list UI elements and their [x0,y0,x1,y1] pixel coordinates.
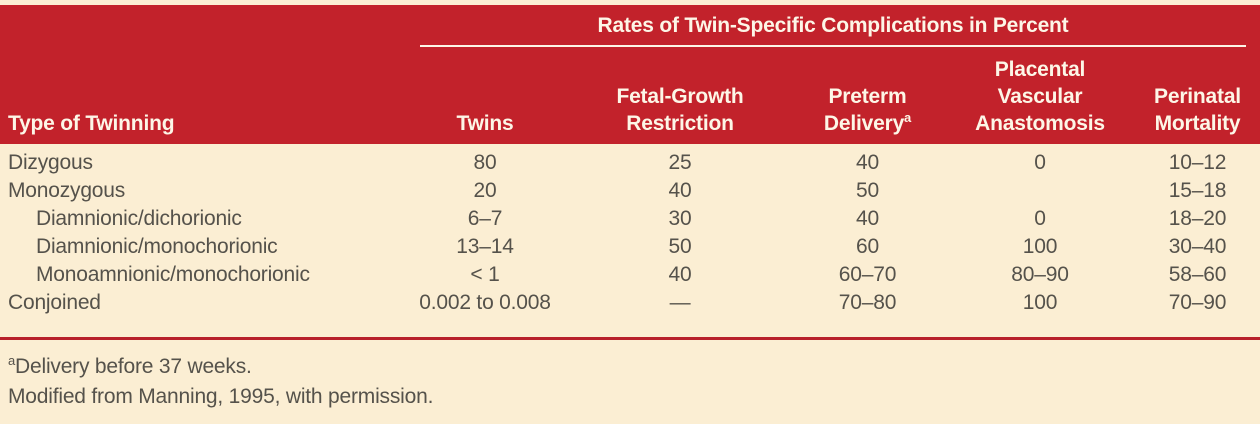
table-row: Monozygous 20 40 50 15–18 [0,177,1260,205]
cell-placental-vascular-anastomosis: 0 [1034,151,1046,174]
cell-twins: 6–7 [467,207,503,230]
cell-twins: 80 [473,151,497,174]
column-header-type-of-twinning: Type of Twinning [8,112,175,135]
cell-fetal-growth-restriction: — [669,291,691,314]
column-header-perinatal-mortality: Perinatal Mortality [1154,85,1241,135]
cell-twins: 20 [473,179,497,202]
cell-preterm-delivery: 60–70 [838,263,897,286]
footnote-source-text: Modified from Manning, 1995, with permis… [8,385,434,408]
column-header-fetal-growth-restriction: Fetal-Growth Restriction [616,85,744,135]
cell-placental-vascular-anastomosis: 100 [1022,291,1058,314]
cell-fetal-growth-restriction: 30 [668,207,692,230]
cell-preterm-delivery: 40 [856,207,879,230]
cell-perinatal-mortality: 10–12 [1168,151,1227,174]
footnote-source: Modified from Manning, 1995, with permis… [8,382,1260,412]
table-body: Dizygous 80 25 40 0 10–12 Monozygous 20 … [0,144,1260,317]
cell-placental-vascular-anastomosis: 0 [1034,207,1046,230]
cell-fetal-growth-restriction: 40 [668,179,692,202]
cell-perinatal-mortality: 58–60 [1168,263,1227,286]
cell-perinatal-mortality: 15–18 [1168,179,1227,202]
footnote-delivery: aDelivery before 37 weeks. [8,352,1260,382]
table-header: Rates of Twin-Specific Complications in … [0,5,1260,144]
column-header-preterm-delivery-text: Preterm Delivery [823,85,907,135]
cell-preterm-delivery: 40 [856,151,879,174]
table-row: Monoamnionic/monochorionic < 1 40 60–70 … [0,261,1260,289]
cell-twins: < 1 [470,263,500,286]
table-row: Dizygous 80 25 40 0 10–12 [0,149,1260,177]
spanner-underline [420,45,1246,47]
column-header-placental-vascular-anastomosis: Placental Vascular Anastomosis [975,58,1105,135]
table-row: Conjoined 0.002 to 0.008 — 70–80 100 70–… [0,289,1260,317]
row-label: Monozygous [8,179,126,202]
cell-fetal-growth-restriction: 25 [668,151,692,174]
row-label: Diamnionic/monochorionic [36,235,278,258]
cell-placental-vascular-anastomosis: 100 [1022,235,1058,258]
footer-divider [0,337,1260,340]
footnote-marker-sup: a [904,110,912,125]
table-row: Diamnionic/monochorionic 13–14 50 60 100… [0,233,1260,261]
cell-preterm-delivery: 60 [856,235,879,258]
footnote-delivery-text: Delivery before 37 weeks. [15,355,252,378]
footnotes: aDelivery before 37 weeks. Modified from… [0,352,1260,412]
column-header-row: Type of Twinning Twins Fetal-Growth Rest… [0,56,1260,144]
cell-preterm-delivery: 70–80 [838,291,897,314]
cell-fetal-growth-restriction: 50 [668,235,692,258]
footnote-marker-sup: a [8,353,16,368]
cell-perinatal-mortality: 30–40 [1168,235,1227,258]
cell-twins: 13–14 [456,235,514,258]
cell-perinatal-mortality: 70–90 [1168,291,1227,314]
row-label: Conjoined [8,291,101,314]
row-label: Monoamnionic/monochorionic [36,263,310,286]
cell-placental-vascular-anastomosis: 80–90 [1011,263,1069,286]
spanner-heading: Rates of Twin-Specific Complications in … [597,14,1069,37]
cell-perinatal-mortality: 18–20 [1168,207,1227,230]
cell-twins: 0.002 to 0.008 [419,291,551,314]
column-header-preterm-delivery: Preterm Deliverya [790,83,945,137]
column-header-twins: Twins [456,112,514,135]
table-row: Diamnionic/dichorionic 6–7 30 40 0 18–20 [0,205,1260,233]
row-label: Dizygous [8,151,93,174]
row-label: Diamnionic/dichorionic [36,207,242,230]
cell-preterm-delivery: 50 [856,179,879,202]
cell-fetal-growth-restriction: 40 [668,263,692,286]
